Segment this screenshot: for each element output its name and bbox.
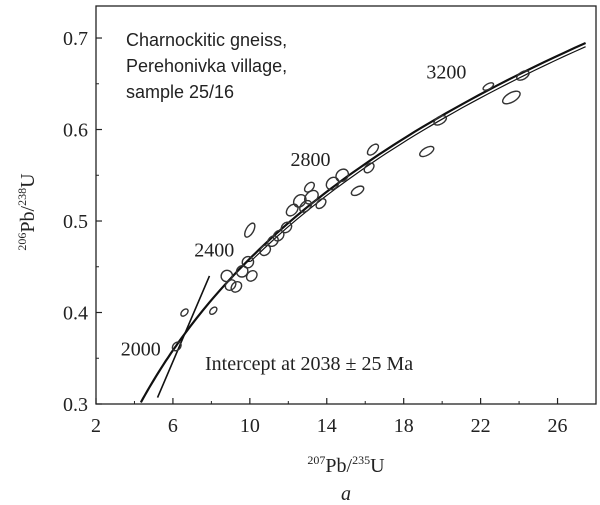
x-axis-ticks: 2 6 10 14 18 22 26 <box>91 398 568 437</box>
x-label-u: U <box>370 455 385 477</box>
error-ellipse <box>241 255 255 269</box>
y-label-pb: Pb/ <box>17 205 39 232</box>
y-tick-label: 0.7 <box>63 28 88 50</box>
error-ellipse <box>285 203 299 217</box>
error-ellipse <box>303 181 316 193</box>
x-label-mass-207: 207 <box>307 453 325 467</box>
x-label-mass-235: 235 <box>352 453 370 467</box>
error-ellipse <box>244 222 256 238</box>
error-ellipse <box>303 189 319 205</box>
error-ellipse <box>224 279 237 291</box>
curves-layer <box>139 41 587 403</box>
y-axis-ticks: 0.3 0.4 0.5 0.6 0.7 <box>63 28 102 416</box>
age-label: 3200 <box>426 61 466 83</box>
svg-text:206Pb/238U: 206Pb/238U <box>15 173 39 251</box>
sample-annotation-line-1: Charnockitic gneiss, <box>126 30 287 50</box>
error-ellipse <box>433 114 448 126</box>
age-label: 2000 <box>121 338 161 360</box>
error-ellipse <box>516 70 530 81</box>
panel-label: a <box>341 483 351 505</box>
x-tick-label: 6 <box>168 415 178 437</box>
error-ellipse <box>235 265 249 278</box>
x-label-pb: Pb/ <box>325 455 352 477</box>
y-label-u: U <box>17 173 39 188</box>
error-ellipse <box>259 244 272 257</box>
x-axis-title: 207Pb/235U <box>307 453 385 477</box>
y-tick-label: 0.3 <box>63 394 88 416</box>
age-label: 2800 <box>291 149 331 171</box>
error-ellipse <box>171 341 182 352</box>
error-ellipse <box>299 199 313 213</box>
error-ellipse <box>501 90 521 105</box>
error-ellipse <box>230 280 243 293</box>
error-ellipse <box>208 306 218 315</box>
error-ellipse <box>292 193 307 208</box>
y-label-mass-238: 238 <box>15 188 29 206</box>
concordia-age-labels: 2000 2400 2800 3200 <box>121 61 467 360</box>
y-label-mass-206: 206 <box>15 233 29 251</box>
error-ellipse <box>419 145 435 158</box>
error-ellipses <box>171 70 530 352</box>
error-ellipse <box>315 198 327 210</box>
plot-frame <box>95 5 597 405</box>
model-curve <box>140 46 586 403</box>
error-ellipse <box>245 269 258 282</box>
intercept-annotation: Intercept at 2038 ± 25 Ma <box>205 353 413 375</box>
y-tick-label: 0.5 <box>63 211 88 233</box>
x-tick-label: 10 <box>240 415 260 437</box>
sample-annotation-line-3: sample 25/16 <box>126 82 234 102</box>
x-tick-label: 2 <box>91 415 101 437</box>
y-axis-title: 206Pb/238U <box>15 173 39 251</box>
x-tick-label: 22 <box>471 415 491 437</box>
error-ellipse <box>363 162 375 174</box>
error-ellipse <box>325 176 340 191</box>
error-ellipse <box>366 143 380 156</box>
sample-annotation-line-2: Perehonivka village, <box>126 56 287 76</box>
x-tick-label: 14 <box>317 415 337 437</box>
error-ellipse <box>180 308 189 317</box>
x-tick-label: 18 <box>394 415 414 437</box>
error-ellipse <box>335 168 350 183</box>
x-tick-label: 26 <box>548 415 568 437</box>
y-tick-label: 0.6 <box>63 120 88 142</box>
error-ellipse <box>482 82 495 91</box>
discordia-line <box>156 275 211 398</box>
age-label: 2400 <box>194 240 234 262</box>
error-ellipse <box>267 235 279 248</box>
y-tick-label: 0.4 <box>63 303 88 325</box>
error-ellipse <box>280 221 293 234</box>
error-ellipse <box>350 185 365 197</box>
